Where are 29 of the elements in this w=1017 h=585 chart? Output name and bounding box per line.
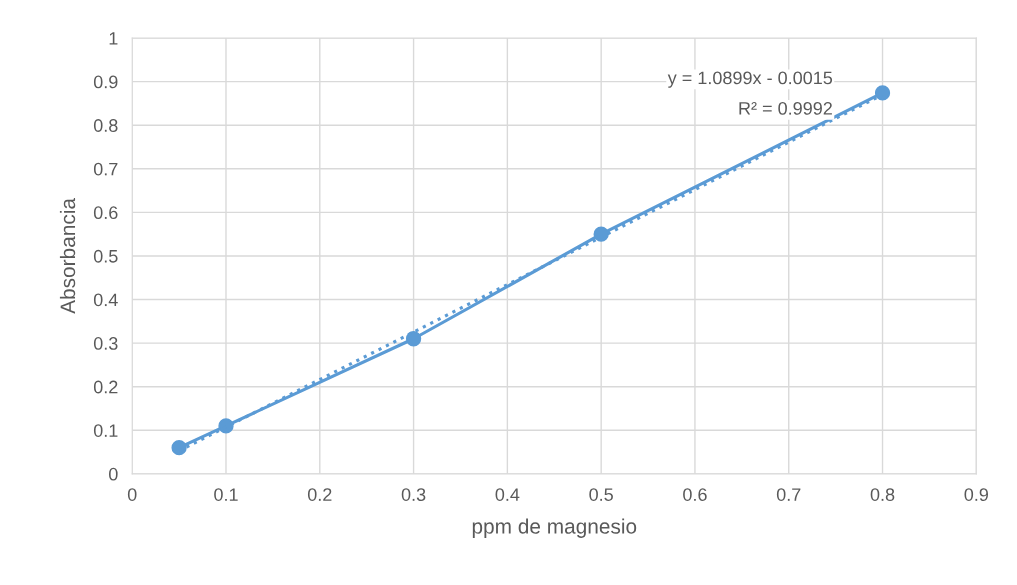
y-tick-label: 0.8 <box>93 119 118 132</box>
x-tick-label: 0.6 <box>683 488 707 501</box>
y-tick-label: 0.2 <box>93 380 118 394</box>
y-tick-label: 1 <box>109 32 118 45</box>
x-tick-label: 0.8 <box>870 488 895 501</box>
point <box>874 85 891 101</box>
x-tick-label: 0.1 <box>214 488 238 501</box>
x-axis-title: ppm de magnesio <box>472 518 637 538</box>
annotation: R² = 0.9992 <box>739 102 832 115</box>
y-tick-label: 0.1 <box>93 424 118 437</box>
x-tick-label: 0.2 <box>307 488 332 501</box>
x-tick-label: 0.5 <box>589 488 613 501</box>
point <box>593 226 609 242</box>
x-tick-label: 0.4 <box>495 488 520 501</box>
y-axis-title: Absorbancia <box>59 198 76 314</box>
y-tick-label: 0.9 <box>93 75 118 89</box>
y-tick-label: 0.3 <box>93 337 118 350</box>
x-tick-label: 0.9 <box>964 488 989 501</box>
y-tick-label: 0.5 <box>93 249 118 263</box>
y-tick-label: 0.6 <box>93 206 118 220</box>
point <box>171 440 187 456</box>
y-tick-label: 0.7 <box>93 162 118 176</box>
y-tick-label: 0.4 <box>93 293 118 307</box>
annotation: y = 1.0899x - 0.0015 <box>667 71 833 88</box>
y-tick-label: 0 <box>108 467 118 481</box>
point <box>405 331 422 347</box>
x-tick-label: 0.3 <box>401 488 426 501</box>
x-tick-label: 0 <box>127 488 137 501</box>
x-tick-label: 0.7 <box>776 488 801 501</box>
